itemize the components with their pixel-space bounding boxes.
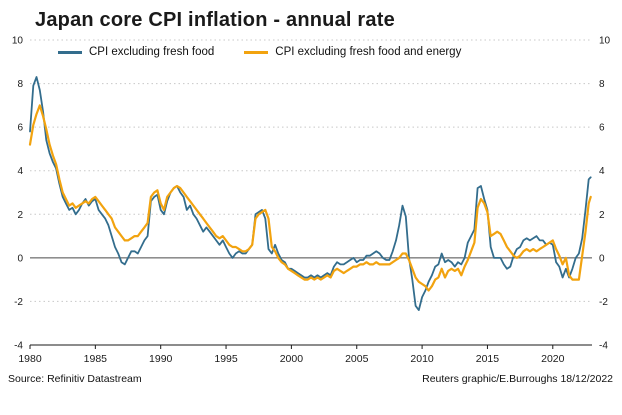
legend-item-cpi-excluding-fresh-food-and-energy: CPI excluding fresh food and energy [244, 46, 461, 58]
svg-text:-4: -4 [14, 341, 23, 352]
svg-text:8: 8 [599, 79, 605, 90]
svg-text:8: 8 [17, 79, 23, 90]
svg-text:-4: -4 [599, 341, 608, 352]
orange-line-swatch-icon [244, 50, 269, 54]
line-chart-canvas: -4 -4 -2 -2 0 0 2 2 4 4 6 6 8 8 10 10 1980 1985 1990 1995 20… [12, 36, 611, 366]
svg-text:-2: -2 [599, 297, 608, 308]
footer: Source: Refinitiv Datastream Reuters gra… [0, 371, 622, 385]
chart-area: -4 -4 -2 -2 0 0 2 2 4 4 6 6 8 8 10 10 1980 1985 1990 1995 20… [0, 33, 622, 371]
svg-text:2020: 2020 [541, 353, 565, 365]
svg-text:2015: 2015 [476, 353, 500, 365]
svg-text:2: 2 [599, 210, 605, 221]
svg-text:10: 10 [12, 36, 24, 47]
legend-label: CPI excluding fresh food and energy [275, 46, 462, 58]
svg-text:2: 2 [17, 210, 23, 221]
svg-text:2005: 2005 [345, 353, 369, 365]
svg-text:2000: 2000 [280, 353, 304, 365]
svg-text:2010: 2010 [410, 353, 434, 365]
blue-line-swatch-icon [58, 50, 82, 54]
credit-text: Reuters graphic/E.Burroughs 18/12/2022 [422, 373, 613, 385]
svg-text:4: 4 [17, 166, 23, 177]
svg-text:6: 6 [599, 123, 605, 134]
svg-text:4: 4 [599, 166, 605, 177]
svg-text:6: 6 [17, 123, 23, 134]
svg-text:1995: 1995 [214, 353, 238, 365]
svg-text:10: 10 [599, 36, 611, 47]
legend-item-cpi-excluding-fresh-food: CPI excluding fresh food [58, 46, 214, 58]
chart-title: Japan core CPI inflation - annual rate [35, 9, 395, 31]
svg-text:0: 0 [599, 253, 605, 264]
legend: CPI excluding fresh food CPI excluding f… [58, 46, 461, 58]
svg-text:0: 0 [17, 253, 23, 264]
svg-text:1990: 1990 [149, 353, 173, 365]
legend-label: CPI excluding fresh food [89, 46, 215, 58]
source-text: Source: Refinitiv Datastream [8, 373, 142, 385]
svg-text:-2: -2 [14, 297, 23, 308]
svg-text:1985: 1985 [84, 353, 108, 365]
svg-text:1980: 1980 [18, 353, 42, 365]
